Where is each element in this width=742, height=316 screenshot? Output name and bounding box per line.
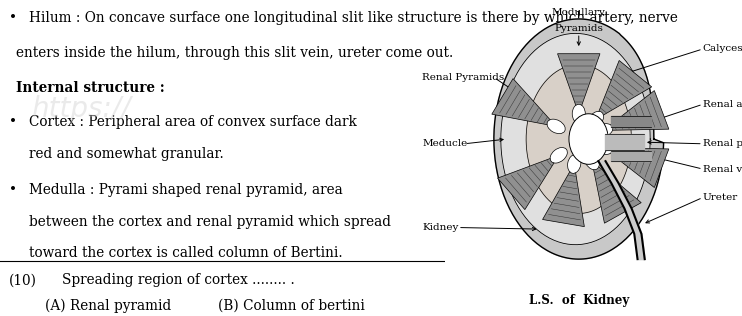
Text: Renal vein: Renal vein <box>703 165 742 173</box>
Polygon shape <box>596 60 651 120</box>
Text: Medulla : Pyrami shaped renal pyramid, area: Medulla : Pyrami shaped renal pyramid, a… <box>29 183 343 197</box>
Text: Modullary: Modullary <box>552 8 605 17</box>
Polygon shape <box>526 64 631 214</box>
Ellipse shape <box>547 119 565 134</box>
Text: Internal structure :: Internal structure : <box>16 81 164 94</box>
Text: Calyces: Calyces <box>703 45 742 53</box>
Text: L.S.  of  Kidney: L.S. of Kidney <box>528 294 629 307</box>
Ellipse shape <box>594 124 613 137</box>
Polygon shape <box>557 54 600 114</box>
Text: Kidney: Kidney <box>422 223 459 232</box>
Ellipse shape <box>594 141 613 155</box>
Polygon shape <box>603 91 669 131</box>
Text: (B) Column of bertini: (B) Column of bertini <box>218 299 365 313</box>
Polygon shape <box>498 155 559 210</box>
Text: toward the cortex is called column of Bertini.: toward the cortex is called column of Be… <box>29 246 343 260</box>
Text: red and somewhat granular.: red and somewhat granular. <box>29 147 223 161</box>
Polygon shape <box>603 148 669 187</box>
Ellipse shape <box>588 111 603 128</box>
Ellipse shape <box>569 114 608 164</box>
Text: Meducle: Meducle <box>422 139 467 148</box>
Text: Spreading region of cortex ........ .: Spreading region of cortex ........ . <box>62 273 295 287</box>
Polygon shape <box>501 33 650 245</box>
Text: •: • <box>9 11 17 25</box>
Text: Ureter: Ureter <box>703 193 738 202</box>
Text: (10): (10) <box>9 273 37 287</box>
Ellipse shape <box>550 148 568 163</box>
Text: Cortex : Peripheral area of convex surface dark: Cortex : Peripheral area of convex surfa… <box>29 115 357 129</box>
Ellipse shape <box>568 155 581 173</box>
Text: Renal artery: Renal artery <box>703 100 742 109</box>
Polygon shape <box>492 79 556 126</box>
Polygon shape <box>542 164 585 227</box>
Text: Hilum : On concave surface one longitudinal slit like structure is there by whic: Hilum : On concave surface one longitudi… <box>29 11 677 25</box>
Text: between the cortex and renal pyramid which spread: between the cortex and renal pyramid whi… <box>29 215 391 229</box>
Text: Renal pelvis: Renal pelvis <box>703 139 742 148</box>
Ellipse shape <box>585 152 600 170</box>
Text: Renal Pyramids: Renal Pyramids <box>422 73 505 82</box>
Text: •: • <box>9 115 17 129</box>
Text: https://: https:// <box>31 95 131 123</box>
Text: Pyramids: Pyramids <box>554 24 603 33</box>
Text: enters inside the hilum, through this slit vein, ureter come out.: enters inside the hilum, through this sl… <box>16 46 453 60</box>
Polygon shape <box>494 19 663 259</box>
Text: (A) Renal pyramid: (A) Renal pyramid <box>45 299 171 313</box>
Ellipse shape <box>572 104 585 123</box>
Polygon shape <box>592 161 641 223</box>
Text: •: • <box>9 183 17 197</box>
